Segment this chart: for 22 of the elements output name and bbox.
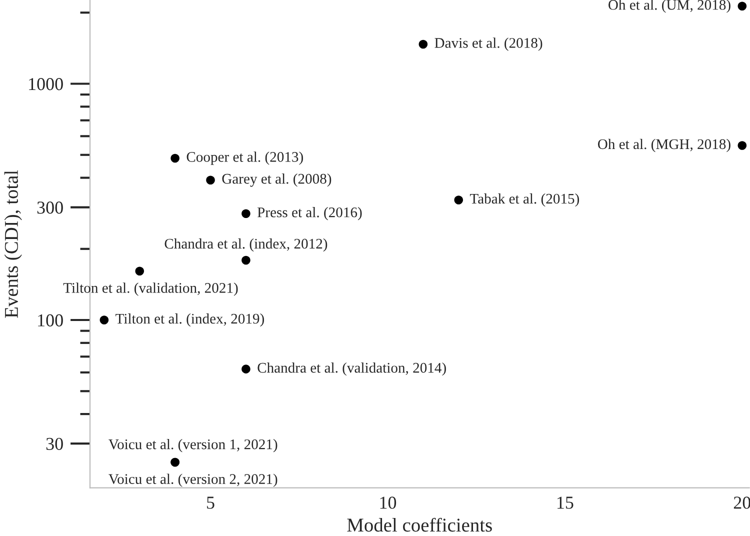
y-tick-label: 1000: [29, 78, 63, 90]
annotation: Press et al. (2016): [257, 207, 362, 220]
y-tick-label: 30: [46, 438, 63, 450]
annotation: Davis et al. (2018): [434, 38, 542, 51]
annotation: Oh et al. (MGH, 2018): [598, 138, 730, 152]
y-tick-label: 300: [37, 202, 63, 214]
annotation: Cooper et al. (2013): [186, 152, 303, 165]
annotation: Garey et al. (2008): [222, 173, 332, 187]
y-axis-title: Events (CDI), total: [4, 170, 22, 318]
annotation: Tabak et al. (2015): [470, 193, 580, 207]
annotation: Tilton et al. (index, 2019): [116, 313, 264, 327]
annotation: Oh et al. (UM, 2018): [608, 0, 730, 13]
x-tick-label: 10: [380, 496, 396, 509]
annotation: Chandra et al. (validation, 2014): [258, 362, 446, 376]
x-tick-label: 15: [558, 496, 574, 509]
annotation: Voicu et al. (version 1, 2021): [108, 438, 278, 452]
x-tick-label: 5: [207, 496, 214, 509]
annotation: Chandra et al. (index, 2012): [164, 238, 328, 252]
y-tick-label: 100: [38, 314, 63, 326]
x-axis-title: Model coefficients: [347, 518, 492, 532]
annotation: Tilton et al. (validation, 2021): [63, 282, 238, 296]
annotation: Voicu et al. (version 2, 2021): [108, 474, 278, 487]
